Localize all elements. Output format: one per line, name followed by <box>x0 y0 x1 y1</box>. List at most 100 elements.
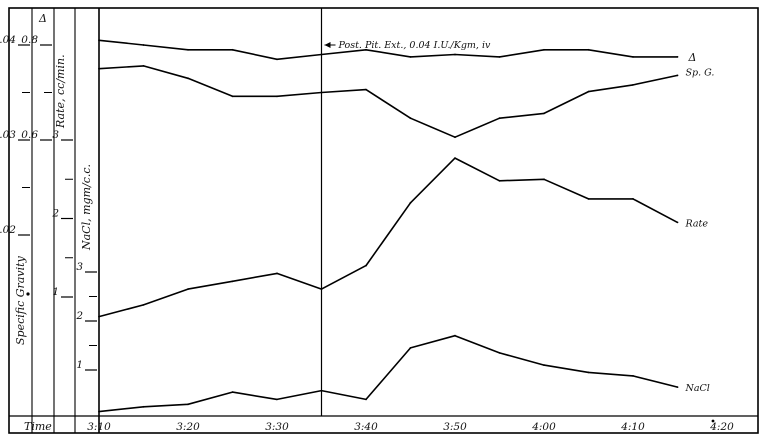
outer-border <box>8 7 759 434</box>
y-tick-label: 0.8 <box>21 34 38 46</box>
data-point <box>454 334 456 337</box>
x-tick-label: 4:20 <box>709 421 734 433</box>
y-tick-label: 1 <box>52 286 59 298</box>
data-point <box>276 58 278 61</box>
y-tick-label: 1 <box>76 359 83 371</box>
data-point <box>543 112 545 115</box>
x-tick-label: 4:00 <box>531 421 556 433</box>
data-point <box>98 410 100 413</box>
series-line-2 <box>98 157 678 318</box>
series-label-2: Rate <box>685 218 709 229</box>
data-point <box>142 304 145 306</box>
x-tick-label: 3:40 <box>354 421 378 433</box>
data-point <box>676 74 679 77</box>
y-tick-label: 2 <box>51 208 59 220</box>
data-point <box>187 77 189 80</box>
y-axes: 1.04 1.03 1.02 0.8 0.6 3 2 1 3 2 1 Specific Gravity… <box>0 12 97 371</box>
data-point <box>231 280 234 283</box>
data-point <box>142 65 145 67</box>
data-point <box>409 117 412 120</box>
data-point <box>498 56 501 58</box>
y-tick-label: 1.02 <box>0 224 16 236</box>
data-point <box>365 48 367 51</box>
data-point <box>320 53 323 56</box>
series-group: Δ Sp. G. Rate NaCl <box>98 39 715 423</box>
y-axis-title-nacl: NaCl, mgm/c.c. <box>80 164 93 251</box>
data-point <box>187 48 189 51</box>
y-tick-label: 0.6 <box>21 129 38 141</box>
data-point <box>409 347 412 349</box>
series-line-1 <box>98 65 678 138</box>
data-point <box>98 67 100 70</box>
series-label-1: Sp. G. <box>686 67 715 78</box>
x-tick-label: 4:10 <box>620 421 645 433</box>
data-point <box>587 198 590 200</box>
data-point <box>320 288 323 290</box>
data-point <box>454 53 456 56</box>
data-point <box>276 95 278 98</box>
data-point <box>365 398 367 401</box>
x-axis-title: Time <box>24 420 52 433</box>
data-point <box>632 375 634 377</box>
y-axis-title-rate: Rate, cc/min. <box>54 54 67 129</box>
y-tick-label: 2 <box>75 310 83 322</box>
event-marker: Post. Pit. Ext., 0.04 I.U./Kgm, iv <box>320 8 491 416</box>
y-tick-label: 1.03 <box>0 129 16 141</box>
event-label: Post. Pit. Ext., 0.04 I.U./Kgm, iv <box>338 40 491 51</box>
data-point <box>187 288 189 290</box>
data-point <box>409 201 412 204</box>
series-label-3: NaCl <box>685 383 710 394</box>
chart-frame <box>8 7 759 434</box>
y-tick-label: 3 <box>76 261 83 273</box>
data-point <box>454 136 456 139</box>
data-point <box>276 398 278 401</box>
data-point <box>543 364 545 366</box>
x-tick-label: 3:20 <box>176 421 200 433</box>
data-point <box>543 178 545 181</box>
data-point <box>231 48 234 51</box>
data-point <box>587 90 590 93</box>
data-point <box>543 48 545 51</box>
data-point <box>632 84 634 86</box>
data-point <box>676 56 679 58</box>
x-tick-label: 3:50 <box>443 421 467 433</box>
series-line-0 <box>98 39 678 61</box>
y-tick-label: 3 <box>52 129 59 141</box>
data-point <box>498 352 501 354</box>
data-point <box>632 198 634 200</box>
data-point <box>320 389 323 392</box>
data-point <box>142 405 145 408</box>
data-point <box>676 386 679 388</box>
data-point <box>142 44 145 46</box>
data-point <box>365 88 367 91</box>
data-point <box>409 56 412 58</box>
ink-dot <box>26 292 30 296</box>
data-point <box>231 391 234 393</box>
series-label-0: Δ <box>688 51 697 64</box>
x-axis: Time 3:10 3:20 3:30 3:40 3:50 4:00 4:10 4:20 <box>24 420 734 433</box>
data-point <box>98 39 100 42</box>
ink-dot <box>711 419 715 423</box>
data-point <box>676 221 679 224</box>
x-tick-label: 3:10 <box>87 421 111 433</box>
data-point <box>587 48 590 51</box>
data-point <box>187 403 189 406</box>
data-point <box>498 117 501 120</box>
data-point <box>320 91 323 94</box>
data-point <box>454 157 456 160</box>
series-line-3 <box>98 334 678 413</box>
data-point <box>632 56 634 58</box>
x-tick-label: 3:30 <box>265 421 289 433</box>
data-point <box>276 272 278 275</box>
y-axis-title-delta: Δ <box>38 12 47 25</box>
y-axis-title-specific-gravity: Specific Gravity <box>14 255 27 345</box>
data-point <box>98 315 100 318</box>
data-point <box>365 264 367 267</box>
data-point <box>231 95 234 98</box>
event-arrowhead <box>324 42 331 48</box>
data-point <box>498 179 501 182</box>
y-tick-label: 1.04 <box>0 34 16 46</box>
data-point <box>587 371 590 374</box>
